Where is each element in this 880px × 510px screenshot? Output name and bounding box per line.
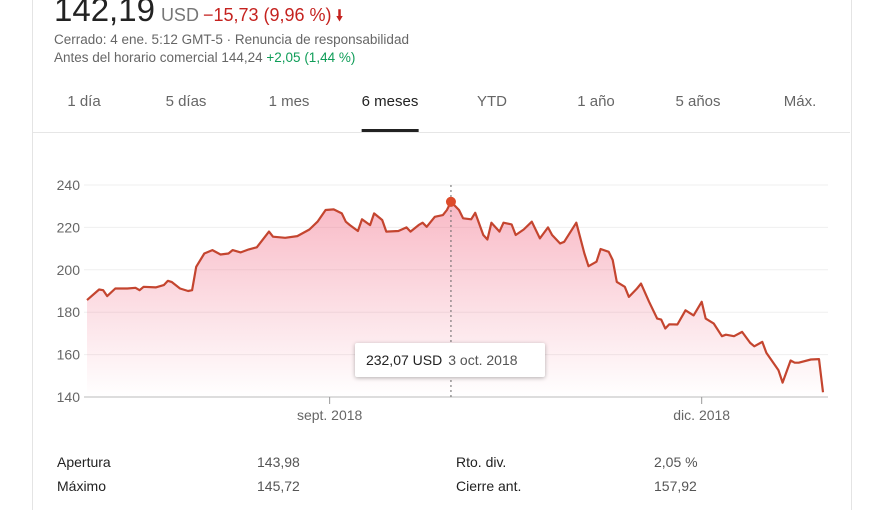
- market-status: Cerrado: 4 ene. 5:12 GMT-5 · Renuncia de…: [54, 32, 409, 47]
- tab-ytd[interactable]: YTD: [477, 93, 507, 110]
- quote-header: 142,19 USD −15,73 (9,96 %) 🠛: [54, 0, 344, 32]
- stat-value-open: 143,98: [257, 454, 300, 470]
- currency: USD: [160, 5, 199, 25]
- y-tick-label: 180: [57, 304, 81, 320]
- tab-max[interactable]: Máx.: [783, 93, 817, 110]
- highlight-point: [445, 196, 456, 207]
- stat-label-div-yield: Rto. div.: [456, 454, 507, 470]
- stock-card: [32, 0, 852, 510]
- stat-label-open: Apertura: [57, 454, 111, 470]
- x-tick-label: sept. 2018: [297, 407, 363, 423]
- tab-5-years[interactable]: 5 años: [675, 93, 721, 110]
- premarket-price: 144,24: [221, 50, 263, 65]
- chart-tooltip: 232,07 USD 3 oct. 2018: [354, 343, 545, 377]
- tab-6-months[interactable]: 6 meses: [361, 88, 419, 132]
- price-line: [86, 200, 825, 393]
- premarket-change: +2,05 (1,44 %): [266, 50, 356, 65]
- stat-value-prev-close: 157,92: [654, 478, 697, 494]
- premarket-label: Antes del horario comercial: [54, 50, 218, 65]
- tab-1-year[interactable]: 1 año: [577, 93, 615, 110]
- price-change: −15,73 (9,96 %): [202, 5, 332, 25]
- tab-1-month[interactable]: 1 mes: [268, 93, 310, 110]
- y-tick-label: 160: [57, 347, 81, 363]
- stat-label-prev-close: Cierre ant.: [456, 478, 522, 494]
- tab-5-days[interactable]: 5 días: [165, 93, 207, 110]
- range-tabs: 1 día 5 días 1 mes 6 meses YTD 1 año 5 a…: [33, 88, 850, 133]
- tooltip-date: 3 oct. 2018: [448, 352, 518, 368]
- premarket-row: Antes del horario comercial 144,24 +2,05…: [54, 50, 355, 65]
- y-tick-label: 240: [57, 177, 81, 193]
- current-price: 142,19: [54, 0, 155, 28]
- stat-label-high: Máximo: [57, 478, 107, 494]
- tab-1-day[interactable]: 1 día: [67, 93, 101, 110]
- tooltip-value: 232,07 USD: [365, 352, 443, 368]
- x-tick-label: dic. 2018: [673, 407, 730, 423]
- price-chart[interactable]: 140 160 180 200 220 240 sept. 2018 dic. 2018: [0, 0, 880, 495]
- y-tick-label: 220: [57, 219, 81, 235]
- y-tick-label: 140: [57, 389, 81, 405]
- stat-value-high: 145,72: [257, 478, 300, 494]
- arrow-down-icon: 🠛: [335, 8, 344, 25]
- stat-value-div-yield: 2,05 %: [654, 454, 698, 470]
- price-area-fill: [87, 201, 823, 397]
- y-tick-label: 200: [57, 262, 81, 278]
